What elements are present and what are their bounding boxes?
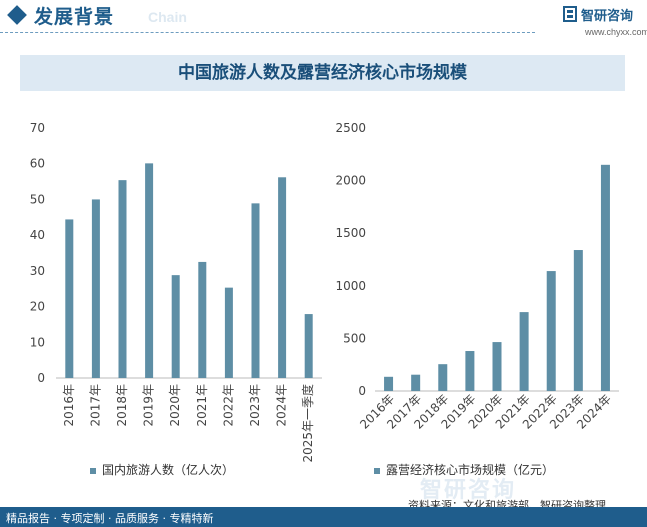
y-tick-label: 1500: [335, 226, 366, 240]
brand-logo: 智研咨询 www.chyxx.com: [562, 5, 647, 37]
bar: [492, 342, 502, 391]
bar: [465, 351, 475, 391]
y-tick-label: 20: [30, 300, 45, 314]
brand-name: 智研咨询: [580, 9, 633, 24]
x-tick-label: 2020年: [168, 384, 182, 427]
legend-swatch-left: [90, 467, 96, 474]
bar: [304, 314, 313, 378]
y-tick-label: 40: [30, 228, 45, 242]
bar: [438, 364, 448, 391]
bar: [519, 312, 529, 391]
bar: [411, 374, 421, 391]
x-tick-label: 2024年: [275, 384, 289, 427]
header-watermark: Chain: [148, 9, 187, 25]
top-bar: 发展背景 Chain 智研咨询 www.chyxx.com: [0, 0, 647, 44]
bar: [91, 199, 100, 378]
chart-title-box: 中国旅游人数及露营经济核心市场规模: [20, 55, 625, 91]
x-tick-label: 2023年: [248, 384, 262, 427]
bar: [171, 275, 180, 378]
footer-slogan: 精品报告 · 专项定制 · 品质服务 · 专精特新: [6, 512, 214, 525]
y-tick-label: 0: [37, 371, 45, 385]
footer-bar: 精品报告 · 专项定制 · 品质服务 · 专精特新: [0, 507, 647, 527]
bar: [224, 287, 233, 378]
bar: [278, 177, 287, 378]
legend-label-left: 国内旅游人数（亿人次）: [102, 463, 235, 477]
bar: [546, 271, 556, 391]
bar: [573, 250, 583, 391]
x-tick-label: 2017年: [88, 384, 102, 427]
x-tick-label: 2021年: [195, 384, 209, 427]
brand-logo-icon: [562, 6, 577, 22]
legend-left: 国内旅游人数（亿人次）: [90, 461, 234, 478]
y-tick-label: 50: [30, 192, 45, 206]
y-tick-label: 1000: [335, 279, 366, 293]
legend-swatch-right: [374, 467, 380, 474]
bar: [118, 180, 127, 378]
section-title: 发展背景: [34, 6, 115, 28]
y-tick-label: 0: [358, 384, 366, 398]
x-tick-label: 2018年: [115, 384, 129, 427]
bar: [65, 219, 74, 378]
bar: [145, 163, 154, 378]
y-tick-label: 60: [30, 157, 45, 171]
x-tick-label: 2019年: [142, 384, 156, 427]
legend-right: 露营经济核心市场规模（亿元）: [374, 461, 554, 478]
x-tick-label: 2016年: [62, 384, 76, 427]
y-tick-label: 2000: [335, 174, 366, 188]
y-tick-label: 70: [30, 121, 45, 135]
chart-title: 中国旅游人数及露营经济核心市场规模: [178, 63, 467, 83]
footer-watermark: 智研咨询: [420, 478, 517, 503]
legend-label-right: 露营经济核心市场规模（亿元）: [386, 463, 555, 477]
y-tick-label: 500: [343, 331, 366, 345]
y-tick-label: 10: [30, 335, 45, 349]
header-divider: [0, 32, 535, 33]
bar: [600, 164, 610, 391]
y-tick-label: 2500: [335, 121, 366, 135]
x-tick-label: 2022年: [221, 384, 235, 427]
bar: [384, 376, 394, 391]
x-tick-label: 2025年一季度: [300, 384, 315, 463]
y-tick-label: 30: [30, 264, 45, 278]
bar: [251, 203, 260, 378]
brand-url: www.chyxx.com: [584, 27, 647, 37]
bar: [198, 261, 207, 378]
